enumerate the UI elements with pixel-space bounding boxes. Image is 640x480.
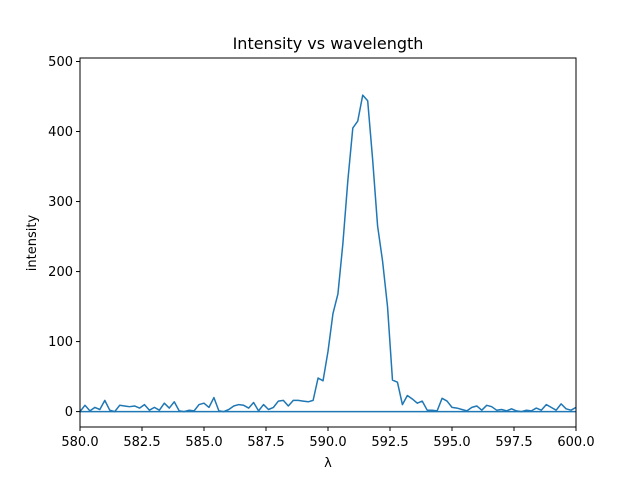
series-line-0 [79,94,577,413]
x-axis-label: λ [324,456,332,471]
y-tick-label: 200 [48,265,73,280]
x-tick-label: 592.5 [371,435,408,450]
y-axis-label: intensity [25,215,40,272]
plot-frame [79,57,577,428]
chart-title: Intensity vs wavelength [233,34,424,53]
y-axis: 0 100 200 300 400 500 [48,55,80,420]
x-tick-label: 585.0 [185,435,222,450]
x-tick-label: 587.5 [247,435,284,450]
x-tick-label: 595.0 [433,435,470,450]
x-tick-label: 590.0 [309,435,346,450]
x-axis: 580.0 582.5 585.0 587.5 590.0 592.5 595.0 597.5… [61,427,595,450]
plot-area [79,94,577,413]
y-tick-label: 500 [48,55,73,70]
x-tick-label: 582.5 [123,435,160,450]
x-tick-label: 580.0 [61,435,98,450]
x-tick-label: 600.0 [557,435,594,450]
y-tick-label: 400 [48,125,73,140]
x-tick-label: 597.5 [495,435,532,450]
y-tick-label: 300 [48,195,73,210]
y-tick-label: 0 [65,405,73,420]
y-tick-label: 100 [48,335,73,350]
